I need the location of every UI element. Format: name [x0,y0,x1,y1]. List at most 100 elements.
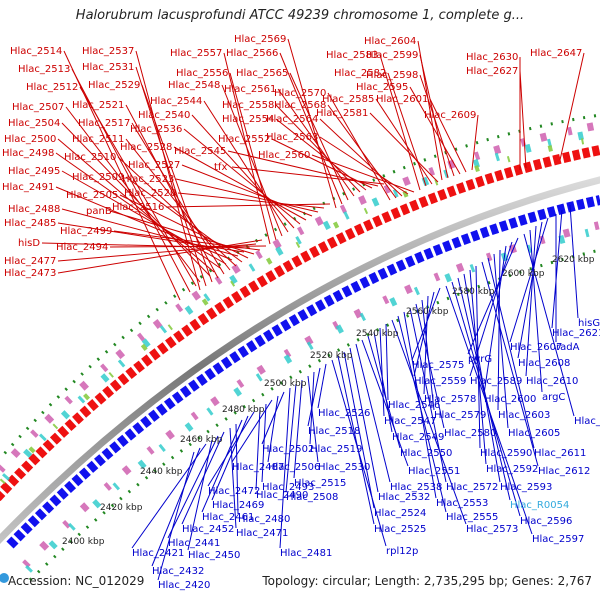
bottom-label-leaders [131,204,579,581]
forward-gene-label: Hlac_2599 [366,50,418,61]
forward-gene-label: Hlac_2521 [72,100,124,111]
forward-label-leader [519,70,527,169]
forward-gene-label: Hlac_2568 [274,100,326,111]
reverse-label-leader [413,291,435,377]
reverse-label-leader [235,423,239,515]
forward-gene-label: Hlac_2509 [72,172,124,183]
forward-label-leader [311,154,415,193]
reverse-gene-label: Hlac_2538 [390,482,442,493]
rna-gene-label: Hlac_R0054 [510,500,569,511]
forward-gene-label: Hlac_2495 [8,166,60,177]
forward-gene-label: Hlac_2523 [122,174,174,185]
reverse-label-leader [307,375,319,463]
forward-gene-label: Hlac_2561 [224,84,276,95]
reverse-label-leader [279,387,291,549]
forward-gene-label: Hlac_2601 [376,94,428,105]
forward-label-leader [177,192,325,209]
forward-gene-label: Hlac_2491 [2,182,54,193]
reverse-gene-label: Hlac_2519 [310,444,362,455]
reverse-gene-label: Hlac_2471 [236,528,288,539]
forward-label-leader [55,186,233,261]
reverse-label-leader [307,367,321,427]
reverse-gene-label: Hlac_2559 [414,376,466,387]
feature-band-outer [0,121,600,473]
reverse-gene-label: Hlac_2532 [378,492,430,503]
reverse-gene-label: Hlac_2596 [520,516,572,527]
reverse-gene-label: Hlac_2441 [168,538,220,549]
reverse-gene-label: Hlac_2605 [508,428,560,439]
reverse-label-leader [457,277,511,501]
reverse-gene-label: Hlac_2611 [534,448,586,459]
reverse-gene-label: Hlac_2621 [552,328,600,339]
reverse-gene-label: Hlac_2575 [412,360,464,371]
forward-label-leader [231,166,385,185]
forward-gene-label: tfx [214,162,227,173]
reverse-gene-label: Hlac_2432 [152,566,204,577]
forward-gene-label: Hlac_2517 [78,118,130,129]
reverse-gene-label: Hlac_2555 [446,512,498,523]
kbp-tick-label: 2560 kbp [406,307,449,317]
reverse-label-leader [229,427,237,529]
reverse-label-leader [337,355,375,525]
forward-gene-label: Hlac_2514 [10,46,62,57]
forward-label-leader [559,52,585,161]
reverse-label-leader [293,379,303,479]
forward-gene-label: Hlac_2566 [226,48,278,59]
reverse-label-leader [483,245,507,395]
forward-gene-label: Hlac_2527 [128,160,180,171]
forward-gene-label: Hlac_2477 [4,256,56,267]
forward-gene-label: Hlac_2507 [12,102,64,113]
kbp-tick-label: 2540 kbp [356,329,399,339]
reverse-gene-band [6,195,600,549]
reverse-gene-label: Hlac_2603 [498,410,550,421]
reverse-gene-label: Hlac_2469 [212,500,264,511]
reverse-gene-label: Hlac_2518 [308,426,360,437]
reverse-label-leader [481,261,539,467]
forward-gene-label: Hlac_2529 [88,80,140,91]
forward-label-leader [203,100,289,233]
forward-gene-label: Hlac_2564 [266,114,318,125]
kbp-tick-label: 2600 kbp [502,269,545,279]
forward-gene-label: Hlac_2604 [364,36,416,47]
reverse-label-leader [361,339,409,467]
forward-gene-label: Hlac_2504 [8,118,60,129]
reverse-gene-label: hisG [578,318,600,329]
reverse-gene-label: radA [556,342,580,353]
forward-label-leader [429,98,467,173]
forward-gene-label: Hlac_2598 [366,70,418,81]
forward-label-leader [135,66,207,287]
reverse-gene-label: Hlac_2524 [374,508,426,519]
reverse-gene-label: Hlac_2526 [318,408,370,419]
backbone-start-marker [0,573,9,583]
reverse-label-leader [317,363,327,409]
forward-label-leader [221,84,283,237]
forward-label-leader [65,106,201,283]
forward-label-leader [471,114,479,171]
reverse-gene-label: Hlac_2450 [188,550,240,561]
forward-gene-label: Hlac_2560 [258,150,310,161]
reverse-label-leader [467,237,519,355]
reverse-gene-label: Hlac_2608 [518,358,570,369]
reverse-label-leader [343,351,375,509]
reverse-label-leader [397,315,447,513]
forward-gene-label: Hlac_2647 [530,48,582,59]
forward-label-leader [109,210,255,255]
forward-label-leader [131,122,225,275]
forward-label-leader [165,203,331,208]
forward-gene-label: Hlac_2630 [466,52,518,63]
forward-gene-label: Hlac_2516 [112,202,164,213]
map-title: Halorubrum lacusprofundi ATCC 49239 chro… [75,8,525,23]
forward-label-leader [191,114,295,229]
forward-gene-label: Hlac_2570 [274,88,326,99]
forward-label-leader [375,98,433,185]
kbp-tick-label: 2520 kbp [310,351,353,361]
reverse-gene-label: Hlac_2553 [436,498,488,509]
reverse-label-leader [497,249,501,411]
reverse-gene-label: Hlac_2481 [280,548,332,559]
forward-label-leader [79,86,197,287]
forward-label-leader [55,152,221,269]
forward-gene-label: Hlac_2494 [56,242,108,253]
gc-skew-outer-ring [0,113,600,461]
reverse-gene-label: Hlac_2452 [182,524,234,535]
